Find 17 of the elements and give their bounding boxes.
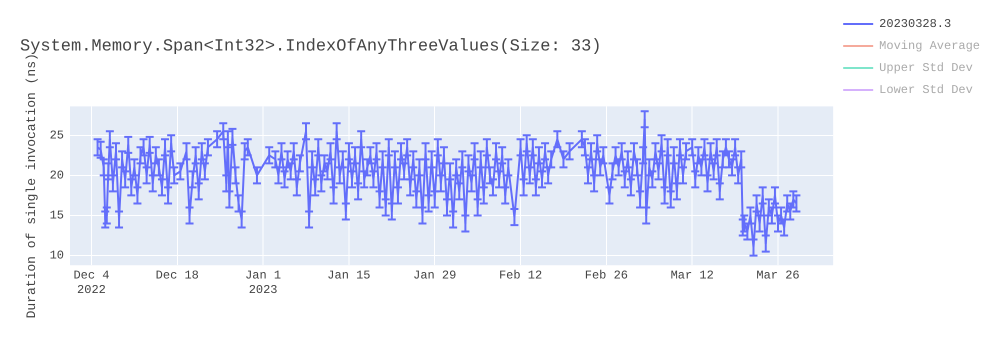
y-tick-label: 20 <box>50 168 64 183</box>
x-tick-label: Jan 1 2023 <box>245 268 282 297</box>
x-tick-label: Jan 29 <box>413 268 456 283</box>
x-tick-label: Feb 26 <box>584 268 628 283</box>
x-tick-label: Mar 12 <box>670 268 714 283</box>
legend-label: 20230328.3 <box>879 17 952 32</box>
y-tick-label: 10 <box>50 248 64 263</box>
x-tick-label: Jan 15 <box>327 268 371 283</box>
x-tick-label: Dec 18 <box>156 268 199 283</box>
x-tick-label: Mar 26 <box>756 268 800 283</box>
y-tick-label: 25 <box>50 128 64 142</box>
y-tick-label: 15 <box>50 208 64 223</box>
x-tick-label: Dec 4 2022 <box>73 268 110 297</box>
legend-label: Lower Std Dev <box>879 83 973 98</box>
legend-label: Moving Average <box>879 39 980 54</box>
legend-label: Upper Std Dev <box>879 61 973 76</box>
x-tick-label: Feb 12 <box>498 268 542 283</box>
